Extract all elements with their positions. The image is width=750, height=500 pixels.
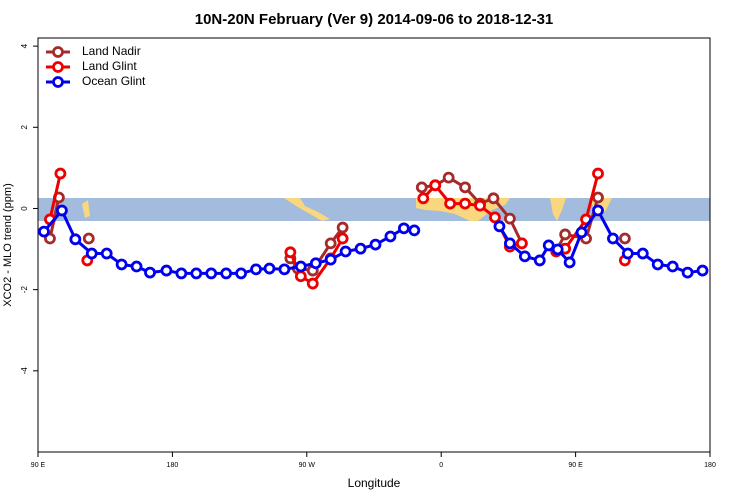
- data-point: [190, 267, 203, 280]
- data-point: [518, 250, 531, 263]
- data-point: [493, 220, 506, 233]
- data-point: [429, 179, 442, 192]
- legend-marker: [52, 76, 64, 88]
- y-tick-label: 0: [20, 206, 29, 211]
- legend-label: Land Glint: [82, 59, 137, 73]
- data-point: [621, 247, 634, 260]
- data-point: [533, 254, 546, 267]
- x-tick-label: 180: [704, 462, 716, 469]
- data-point: [474, 199, 486, 212]
- data-point: [489, 211, 501, 224]
- data-point: [324, 253, 337, 266]
- map-strip: [38, 198, 710, 221]
- data-point: [681, 266, 694, 279]
- x-tick-label: 180: [167, 462, 179, 469]
- data-point: [278, 263, 291, 276]
- x-tick-label: 90 W: [299, 462, 316, 469]
- data-point: [235, 267, 247, 280]
- data-point: [294, 270, 307, 283]
- y-tick-label: -2: [20, 286, 29, 294]
- data-point: [306, 277, 319, 290]
- x-axis-label: Longitude: [348, 476, 401, 490]
- legend-label: Ocean Glint: [82, 74, 146, 88]
- data-point: [618, 232, 631, 245]
- data-point: [220, 267, 233, 280]
- data-point: [55, 204, 68, 217]
- data-point: [417, 192, 430, 205]
- data-point: [294, 260, 307, 273]
- data-point: [515, 237, 528, 250]
- data-point: [592, 167, 604, 180]
- data-point: [542, 239, 555, 252]
- data-point: [339, 245, 352, 258]
- data-point: [38, 225, 50, 238]
- data-point: [54, 167, 67, 180]
- data-point: [284, 246, 297, 259]
- data-point: [69, 233, 82, 246]
- plot-frame: [37, 37, 711, 453]
- x-tick-label: 90 E: [31, 462, 46, 469]
- data-point: [575, 226, 588, 239]
- data-point: [636, 247, 649, 260]
- data-point: [408, 224, 421, 237]
- data-point: [503, 237, 516, 250]
- y-tick-label: -4: [20, 367, 29, 375]
- data-point: [459, 197, 471, 210]
- data-point: [309, 257, 322, 270]
- data-point: [44, 232, 56, 245]
- legend-marker: [52, 61, 64, 73]
- data-point: [82, 232, 95, 245]
- data-point: [503, 212, 516, 225]
- data-point: [130, 260, 143, 273]
- data-point: [592, 204, 604, 217]
- data-point: [442, 171, 455, 184]
- data-point: [263, 262, 276, 275]
- data-point: [397, 222, 410, 235]
- data-point: [384, 230, 397, 243]
- data-point: [336, 232, 349, 245]
- x-tick-label: 0: [439, 462, 443, 469]
- data-point: [563, 256, 576, 269]
- data-point: [100, 247, 113, 260]
- data-point: [85, 247, 98, 260]
- ocean-band: [38, 198, 710, 221]
- data-point: [592, 191, 604, 204]
- legend-marker: [52, 46, 64, 58]
- data-point: [444, 197, 457, 210]
- data-point: [415, 181, 428, 194]
- data-point: [369, 238, 382, 251]
- data-point: [459, 181, 471, 194]
- data-point: [115, 258, 128, 271]
- data-point: [666, 260, 679, 273]
- y-tick-label: 4: [20, 43, 29, 48]
- land: [284, 198, 330, 221]
- data-point: [144, 266, 156, 279]
- data-point: [160, 264, 173, 277]
- data-point: [559, 228, 572, 241]
- land: [82, 200, 90, 218]
- land: [550, 198, 566, 221]
- chart-title: 10N-20N February (Ver 9) 2014-09-06 to 2…: [195, 11, 554, 28]
- data-point: [696, 264, 709, 277]
- y-tick-label: 2: [20, 125, 29, 130]
- data-point: [607, 232, 619, 245]
- data-point: [651, 258, 664, 271]
- data-point: [551, 243, 564, 256]
- data-point: [205, 267, 218, 280]
- data-point: [324, 237, 337, 250]
- data-point: [175, 267, 188, 280]
- legend-label: Land Nadir: [82, 44, 141, 58]
- land: [416, 198, 510, 221]
- data-point: [354, 242, 367, 255]
- x-tick-label: 90 E: [568, 462, 583, 469]
- data-point: [53, 191, 65, 204]
- y-axis-label: XCO2 - MLO trend (ppm): [2, 183, 14, 306]
- data-point: [336, 221, 349, 234]
- data-point: [250, 263, 262, 276]
- data-point: [487, 192, 500, 205]
